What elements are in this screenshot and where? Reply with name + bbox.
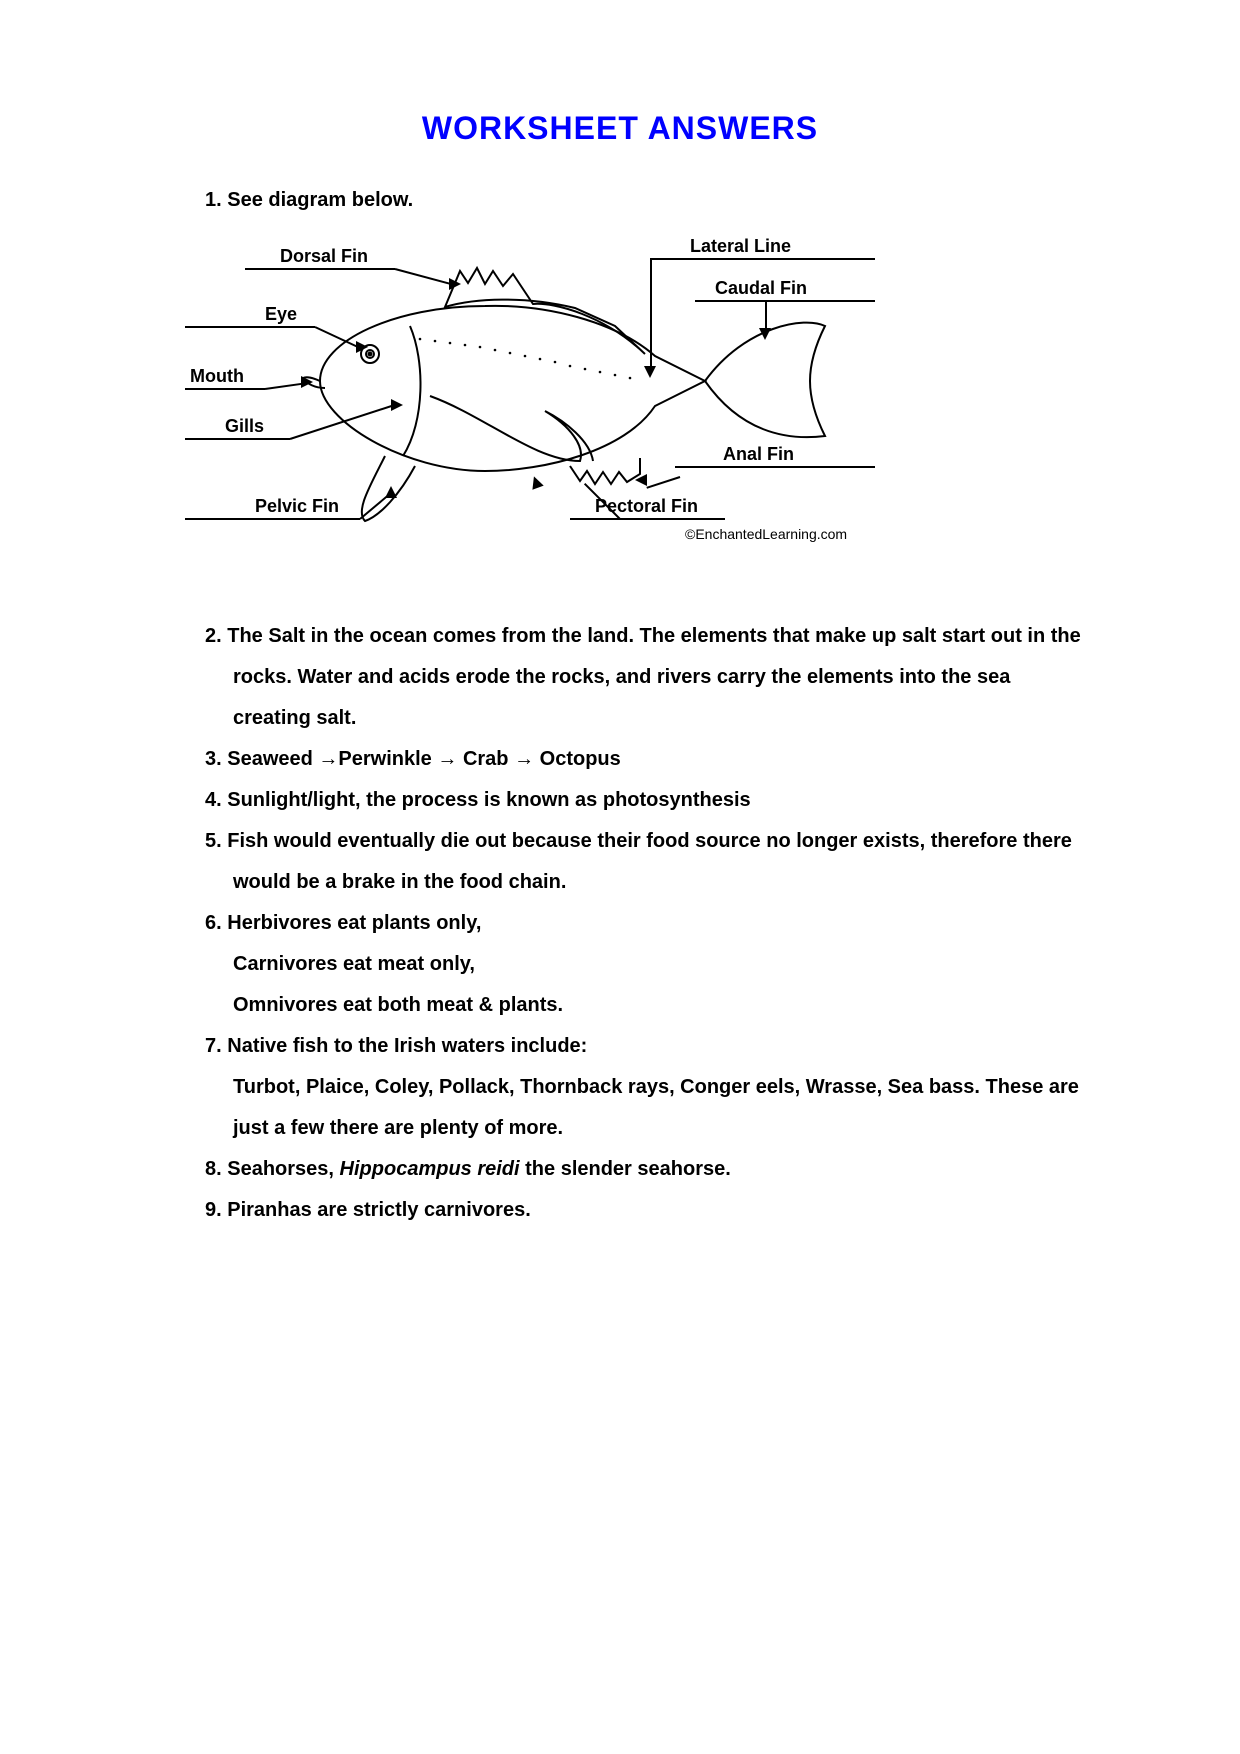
answer-5: 5. Fish would eventually die out because… <box>205 821 1090 903</box>
label-caudal-fin: Caudal Fin <box>715 278 807 299</box>
label-gills: Gills <box>225 416 264 437</box>
answer-9: 9. Piranhas are strictly carnivores. <box>205 1190 1090 1231</box>
answer-7: 7. Native fish to the Irish waters inclu… <box>205 1026 1090 1149</box>
diagram-credit: ©EnchantedLearning.com <box>685 526 847 542</box>
answers-list: 2. The Salt in the ocean comes from the … <box>205 616 1090 1231</box>
label-anal-fin: Anal Fin <box>723 444 794 465</box>
label-dorsal-fin: Dorsal Fin <box>280 246 368 267</box>
page-title: WORKSHEET ANSWERS <box>150 110 1090 147</box>
label-mouth: Mouth <box>190 366 244 387</box>
answer-3: 3. Seaweed →Perwinkle → Crab → Octopus <box>205 739 1090 780</box>
label-lateral-line: Lateral Line <box>690 236 791 257</box>
answer-2: 2. The Salt in the ocean comes from the … <box>205 616 1090 739</box>
q1-heading: 1. See diagram below. <box>205 189 1090 212</box>
label-pectoral-fin: Pectoral Fin <box>595 496 698 517</box>
label-eye: Eye <box>265 304 297 325</box>
answer-4: 4. Sunlight/light, the process is known … <box>205 780 1090 821</box>
label-pelvic-fin: Pelvic Fin <box>255 496 339 517</box>
answer-6: 6. Herbivores eat plants only,Carnivores… <box>205 903 1090 1026</box>
fish-diagram: Dorsal Fin Lateral Line Caudal Fin Eye M… <box>185 226 885 546</box>
answer-8: 8. Seahorses, Hippocampus reidi the slen… <box>205 1149 1090 1190</box>
